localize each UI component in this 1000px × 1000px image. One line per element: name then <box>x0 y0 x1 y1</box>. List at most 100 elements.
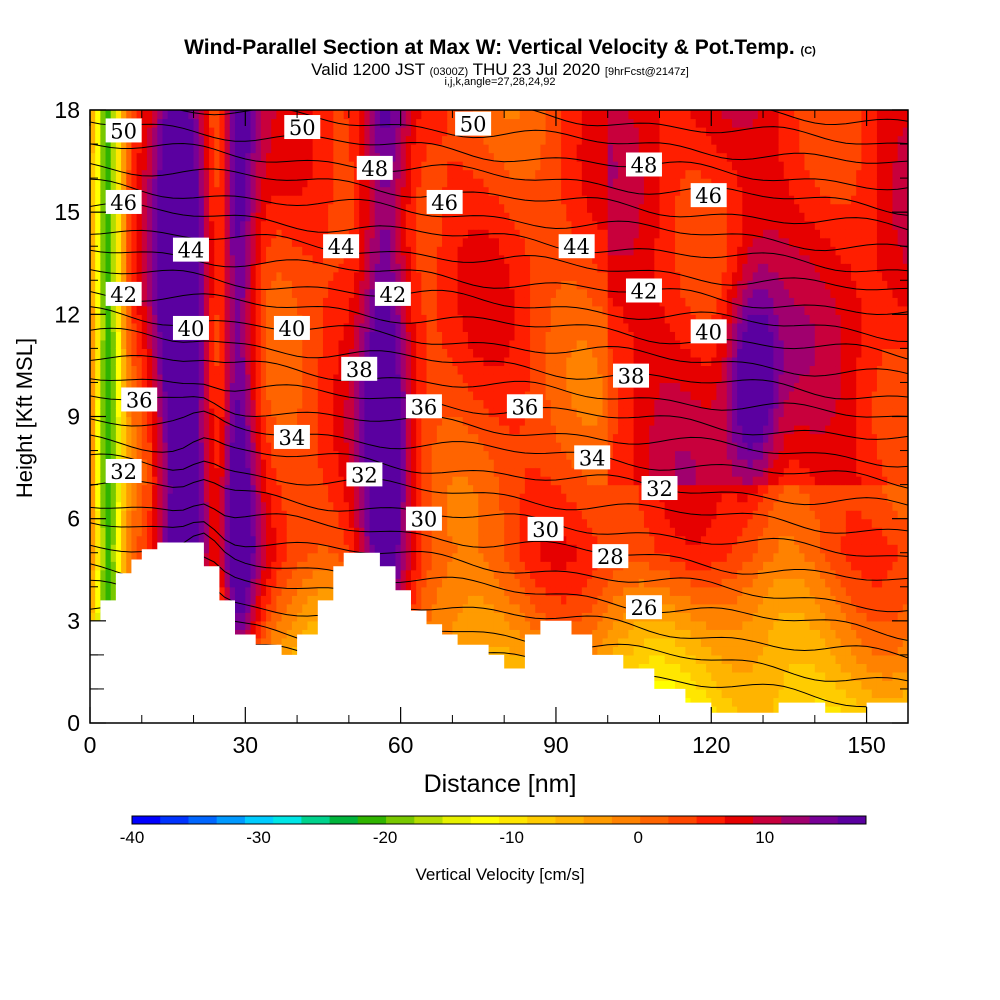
contour-label-box <box>574 445 611 470</box>
theta-contour-line <box>90 229 908 291</box>
contour-label: 50 <box>105 118 142 143</box>
contour-label-box <box>558 234 595 259</box>
contour-label: 48 <box>625 152 662 177</box>
contour-label: 40 <box>172 315 209 341</box>
contour-label-box <box>641 476 678 501</box>
contour-label-box <box>341 356 378 381</box>
colorbar-swatch <box>555 816 585 824</box>
contour-label-text: 46 <box>110 191 137 215</box>
colorbar-swatch <box>188 816 218 824</box>
contour-label: 50 <box>455 111 492 137</box>
contour-label-box <box>527 516 564 541</box>
contour-label-text: 46 <box>695 184 722 208</box>
contour-label-text: 30 <box>532 518 559 542</box>
theta-contour-line <box>90 291 908 360</box>
theta-contour-line <box>90 556 908 659</box>
colorbar-swatch <box>160 816 189 824</box>
colorbar-swatch <box>583 816 613 824</box>
contour-label-text: 40 <box>279 317 306 341</box>
contour-label-box <box>172 237 209 262</box>
colorbar-swatch <box>442 816 472 824</box>
contour-label: 44 <box>172 237 209 263</box>
contour-label: 36 <box>405 394 442 419</box>
y-tick-label: 18 <box>54 97 80 123</box>
colorbar-title: Vertical Velocity [cm/s] <box>415 865 584 884</box>
contour-label-text: 32 <box>110 460 137 484</box>
terrain-fill <box>90 542 908 723</box>
colorbar-swatch <box>668 816 698 824</box>
colorbar-swatch <box>837 816 867 824</box>
y-tick-label: 12 <box>54 301 80 327</box>
colorbar-tick-label: -20 <box>373 828 398 847</box>
theta-contour-line <box>90 378 908 440</box>
theta-contour-line <box>90 306 908 377</box>
contour-label-text: 44 <box>178 239 205 263</box>
contour-label-text: 40 <box>695 320 722 344</box>
colorbar-tick-label: -30 <box>246 828 271 847</box>
theta-contour-line <box>90 410 908 489</box>
contour-label: 44 <box>323 234 360 259</box>
colorbar-tick-label: -40 <box>120 828 145 847</box>
contour-label-box <box>690 319 727 344</box>
y-tick-label: 9 <box>67 404 80 430</box>
contour-label-box <box>426 189 463 214</box>
theta-contour-line <box>90 178 908 252</box>
colorbar-swatch <box>216 816 246 824</box>
theta-contour-line <box>90 163 908 231</box>
y-tick-label: 15 <box>54 199 80 225</box>
contour-label-text: 34 <box>279 426 306 450</box>
contour-label-box <box>121 387 158 412</box>
chart-params: i,j,k,angle=27,28,24,92 <box>444 76 556 88</box>
contour-label-box <box>346 462 383 487</box>
contour-label-box <box>172 315 209 340</box>
colorbar-tick-label: 10 <box>755 828 774 847</box>
theta-contour-line <box>90 453 908 534</box>
colorbar-swatch <box>781 816 810 824</box>
chart-title: Wind-Parallel Section at Max W: Vertical… <box>184 36 816 59</box>
contour-label: 30 <box>405 506 442 532</box>
contour-label-box <box>105 281 142 306</box>
contour-label-box <box>625 595 662 620</box>
colorbar <box>131 815 867 825</box>
contour-label-text: 36 <box>126 388 153 412</box>
theta-contour-line <box>445 110 908 145</box>
theta-contour-line <box>90 121 908 191</box>
contour-label: 46 <box>426 189 463 215</box>
contour-label: 28 <box>592 544 629 569</box>
contour-label-box <box>506 394 543 419</box>
x-tick-label: 0 <box>84 732 97 758</box>
x-axis: 0 30 60 90 120 150 <box>84 110 886 758</box>
contour-label-text: 50 <box>460 113 487 137</box>
contour-label-text: 40 <box>178 317 205 341</box>
theta-contour-line <box>90 521 908 613</box>
x-tick-label: 60 <box>388 732 414 758</box>
contour-label: 42 <box>374 281 411 307</box>
contour-label: 32 <box>346 462 383 487</box>
contour-label-text: 34 <box>579 446 606 470</box>
colorbar-swatch <box>527 816 556 824</box>
contour-label-text: 28 <box>597 545 624 569</box>
colorbar-swatch <box>724 816 754 824</box>
contour-label-box <box>105 118 142 143</box>
colorbar-swatch <box>499 816 528 824</box>
x-tick-label: 150 <box>847 732 885 758</box>
contour-label-text: 50 <box>289 116 316 140</box>
contour-label: 40 <box>690 319 727 344</box>
contour-label-box <box>323 234 360 259</box>
contour-label: 40 <box>273 315 310 341</box>
contour-label: 32 <box>105 458 142 484</box>
contour-label: 30 <box>527 516 564 542</box>
y-tick-label: 6 <box>67 506 80 532</box>
theta-contour-line <box>177 110 908 164</box>
contour-label: 44 <box>558 234 595 259</box>
contour-label-box <box>625 278 662 303</box>
contour-label-text: 42 <box>379 283 406 307</box>
contour-label: 48 <box>356 155 393 181</box>
contour-label-box <box>625 152 662 177</box>
theta-contour-line <box>90 249 908 316</box>
contour-label-text: 48 <box>631 153 658 177</box>
theta-contour-line <box>90 142 908 216</box>
chart-subtitle: Valid 1200 JST (0300Z) THU 23 Jul 2020 [… <box>311 60 689 79</box>
